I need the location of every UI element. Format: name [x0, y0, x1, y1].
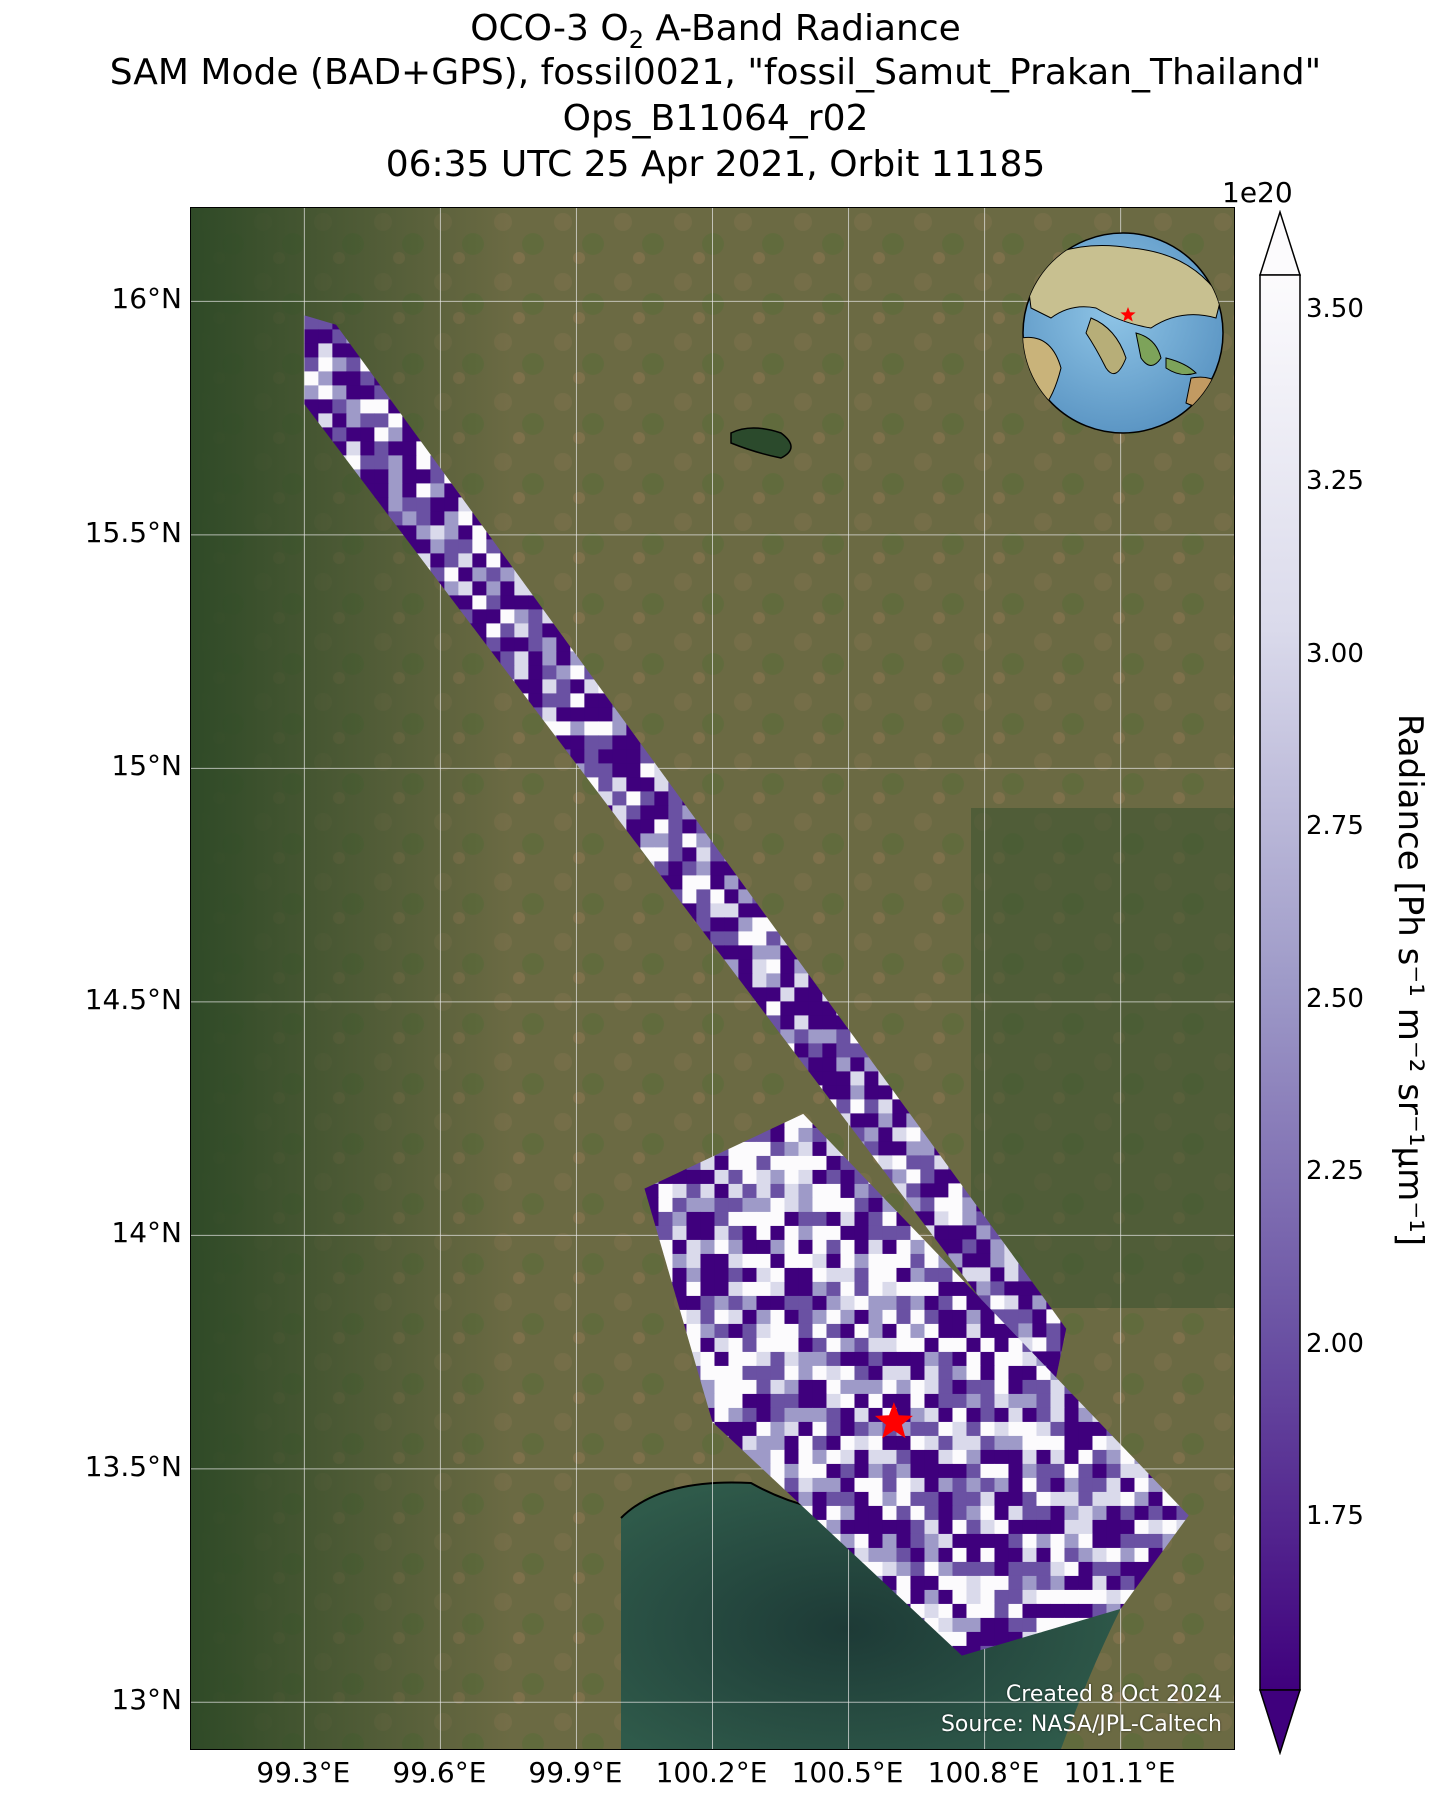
lon-tick-label: 101.1°E: [1063, 1756, 1176, 1789]
lat-tick-label: 15.5°N: [84, 515, 182, 549]
colorbar-tick-label: 1.75: [1306, 1501, 1364, 1532]
colorbar-extend-min: [1258, 1689, 1302, 1755]
reservoir: [730, 427, 792, 459]
lat-tick-label: 16°N: [111, 282, 182, 316]
colorbar-tick-label: 2.50: [1306, 983, 1364, 1014]
chart-title-line-1: OCO-3 O2 A-Band Radiance: [470, 8, 961, 55]
colorbar: [1258, 210, 1302, 1755]
lon-tick-label: 99.9°E: [528, 1756, 623, 1789]
lat-tick-label: 13°N: [111, 1683, 182, 1717]
colorbar-tick-label: 2.25: [1306, 1156, 1364, 1187]
colorbar-tick-label: 2.75: [1306, 811, 1364, 842]
lon-tick-label: 100.5°E: [791, 1756, 904, 1789]
credit-created: Created 8 Oct 2024: [1005, 1682, 1222, 1707]
map-panel[interactable]: Created 8 Oct 2024 Source: NASA/JPL-Calt…: [190, 207, 1235, 1750]
eastern-forest: [971, 808, 1234, 1308]
colorbar-label: Radiance [Ph s⁻¹ m⁻² sr⁻¹μm⁻¹]: [1390, 713, 1430, 1247]
chart-title-line-3: Ops_B11064_r02: [562, 98, 869, 139]
globe-inset: [1022, 232, 1224, 434]
chart-title-line-2: SAM Mode (BAD+GPS), fossil0021, "fossil_…: [109, 52, 1322, 93]
colorbar-extend-max: [1258, 210, 1302, 276]
target-marker-layer: [874, 1402, 913, 1439]
lat-tick-label: 15°N: [111, 749, 182, 783]
colorbar-tick-label: 3.50: [1306, 293, 1364, 324]
map-canvas: [191, 208, 1234, 1749]
lat-tick-label: 14.5°N: [84, 982, 182, 1016]
lon-tick-label: 100.8°E: [927, 1756, 1040, 1789]
lon-tick-label: 99.6°E: [392, 1756, 487, 1789]
colorbar-ramp: [1259, 274, 1301, 1691]
target-star-marker: [874, 1402, 913, 1439]
colorbar-tick-label: 3.00: [1306, 638, 1364, 669]
colorbar-exponent: 1e20: [1222, 176, 1293, 209]
globe-target-star: [1120, 307, 1136, 322]
lon-tick-label: 100.2°E: [655, 1756, 768, 1789]
chart-title-line-4: 06:35 UTC 25 Apr 2021, Orbit 11185: [385, 144, 1046, 185]
colorbar-tick-label: 3.25: [1306, 466, 1364, 497]
credit-source: Source: NASA/JPL-Caltech: [940, 1712, 1222, 1737]
lat-tick-label: 14°N: [111, 1216, 182, 1250]
colorbar-tick-label: 2.00: [1306, 1328, 1364, 1359]
lat-tick-label: 13.5°N: [84, 1449, 182, 1483]
lon-tick-label: 99.3°E: [256, 1756, 351, 1789]
